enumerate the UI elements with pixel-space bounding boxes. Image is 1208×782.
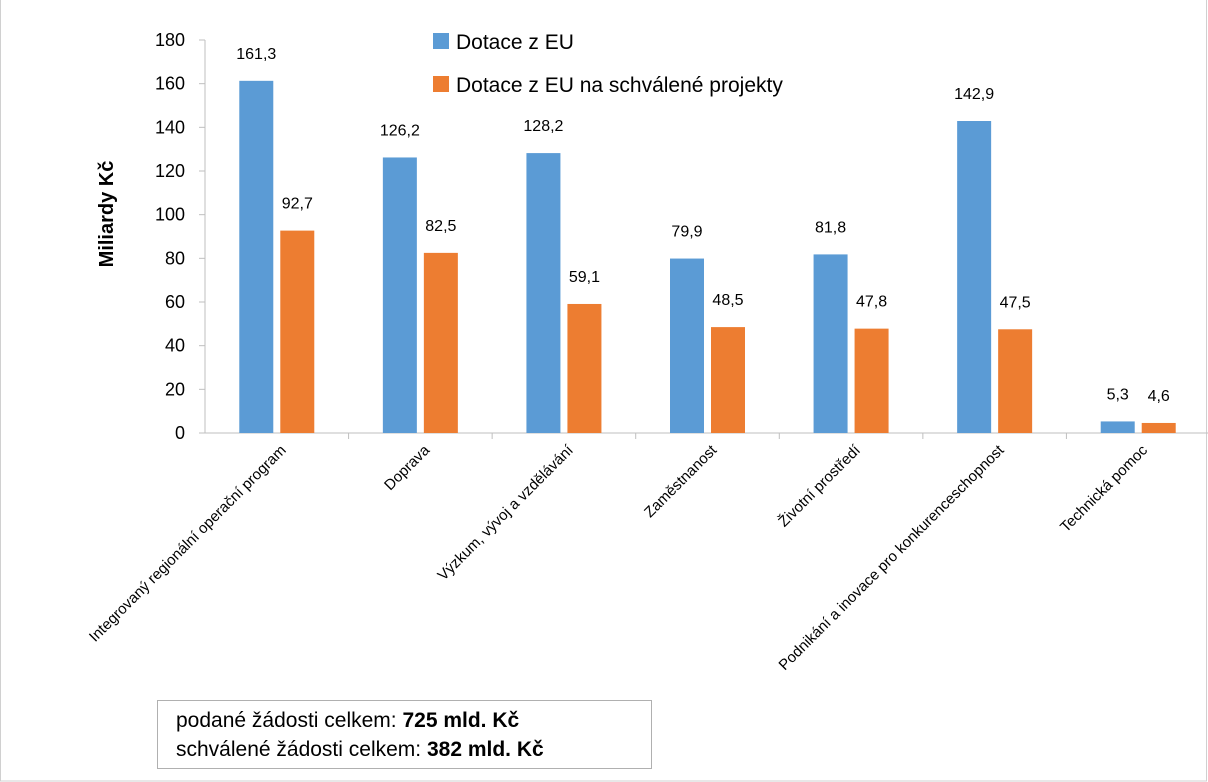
- category-label: Technická pomoc: [1057, 441, 1151, 535]
- y-tick-label: 100: [155, 205, 185, 225]
- summary-line-approved: schválené žádosti celkem: 382 mld. Kč: [176, 735, 651, 764]
- legend-label: Dotace z EU: [456, 31, 574, 54]
- summary-approved-label: schválené žádosti celkem:: [176, 738, 427, 761]
- category-label: Výzkum, vývoj a vzdělávání: [434, 441, 577, 584]
- category-label: Doprava: [381, 441, 434, 494]
- y-tick-label: 60: [165, 292, 185, 312]
- bar-approved-subsidy: [998, 329, 1033, 433]
- category-label: Životní prostředí: [775, 441, 864, 530]
- legend: Dotace z EU Dotace z EU na schválené proj…: [433, 31, 783, 97]
- data-labels: 161,3 92,7 126,2 82,5 128,2 59,1 79,9 48,5 81,8 4…: [236, 46, 1170, 405]
- y-tick-label: 40: [165, 336, 185, 356]
- category-label: Integrovaný regionální operační program: [86, 442, 290, 646]
- legend-swatch: [433, 33, 449, 49]
- bar-eu-subsidy: [526, 153, 561, 433]
- category-label: Podnikání a inovace pro konkurenceschopn…: [776, 441, 1009, 674]
- summary-submitted-label: podané žádosti celkem:: [176, 709, 403, 732]
- bar-approved-subsidy: [711, 327, 745, 433]
- category-labels: Integrovaný regionální operační program D…: [86, 441, 1151, 674]
- bar-eu-subsidy: [670, 258, 704, 433]
- data-label: 161,3: [236, 46, 276, 63]
- data-label: 128,2: [523, 118, 563, 135]
- data-label: 47,8: [856, 294, 887, 311]
- data-label: 81,8: [815, 219, 846, 236]
- bar-approved-subsidy: [1141, 422, 1176, 433]
- data-label: 4,6: [1148, 388, 1170, 405]
- bar-eu-subsidy: [1100, 421, 1135, 433]
- y-axis: 0 20 40 60 80 100 120 140 160 180: [155, 30, 1208, 443]
- summary-line-submitted: podané žádosti celkem: 725 mld. Kč: [176, 706, 651, 735]
- bar-approved-subsidy: [423, 252, 458, 433]
- bar-eu-subsidy: [957, 121, 992, 434]
- bar-approved-subsidy: [280, 230, 315, 433]
- bar-approved-subsidy: [854, 328, 889, 433]
- data-label: 47,5: [1000, 294, 1031, 311]
- data-label: 48,5: [712, 292, 743, 309]
- y-tick-label: 120: [155, 161, 185, 181]
- bar-eu-subsidy: [382, 157, 417, 434]
- y-tick-label: 0: [175, 423, 185, 443]
- data-label: 82,5: [425, 218, 456, 235]
- category-label: Zaměstnanost: [641, 441, 721, 521]
- y-tick-label: 80: [165, 248, 185, 268]
- summary-submitted-value: 725 mld. Kč: [402, 709, 520, 732]
- y-axis-title: Miliardy Kč: [96, 161, 118, 268]
- data-label: 126,2: [380, 122, 420, 139]
- y-tick-label: 20: [165, 379, 185, 399]
- legend-label: Dotace z EU na schválené projekty: [456, 74, 783, 97]
- summary-box: podané žádosti celkem: 725 mld. Kč schvá…: [157, 700, 652, 769]
- bar-eu-subsidy: [239, 80, 274, 433]
- data-label: 59,1: [569, 269, 600, 286]
- y-tick-label: 160: [155, 74, 185, 94]
- bars: [239, 80, 1176, 439]
- legend-swatch: [433, 76, 449, 92]
- data-label: 79,9: [671, 224, 702, 241]
- data-label: 142,9: [954, 86, 994, 103]
- data-label: 5,3: [1107, 386, 1129, 403]
- summary-approved-value: 382 mld. Kč: [426, 738, 544, 761]
- y-tick-label: 140: [155, 117, 185, 137]
- data-label: 92,7: [282, 196, 313, 213]
- y-tick-label: 180: [155, 30, 185, 50]
- bar-eu-subsidy: [813, 254, 848, 433]
- bar-approved-subsidy: [567, 303, 602, 433]
